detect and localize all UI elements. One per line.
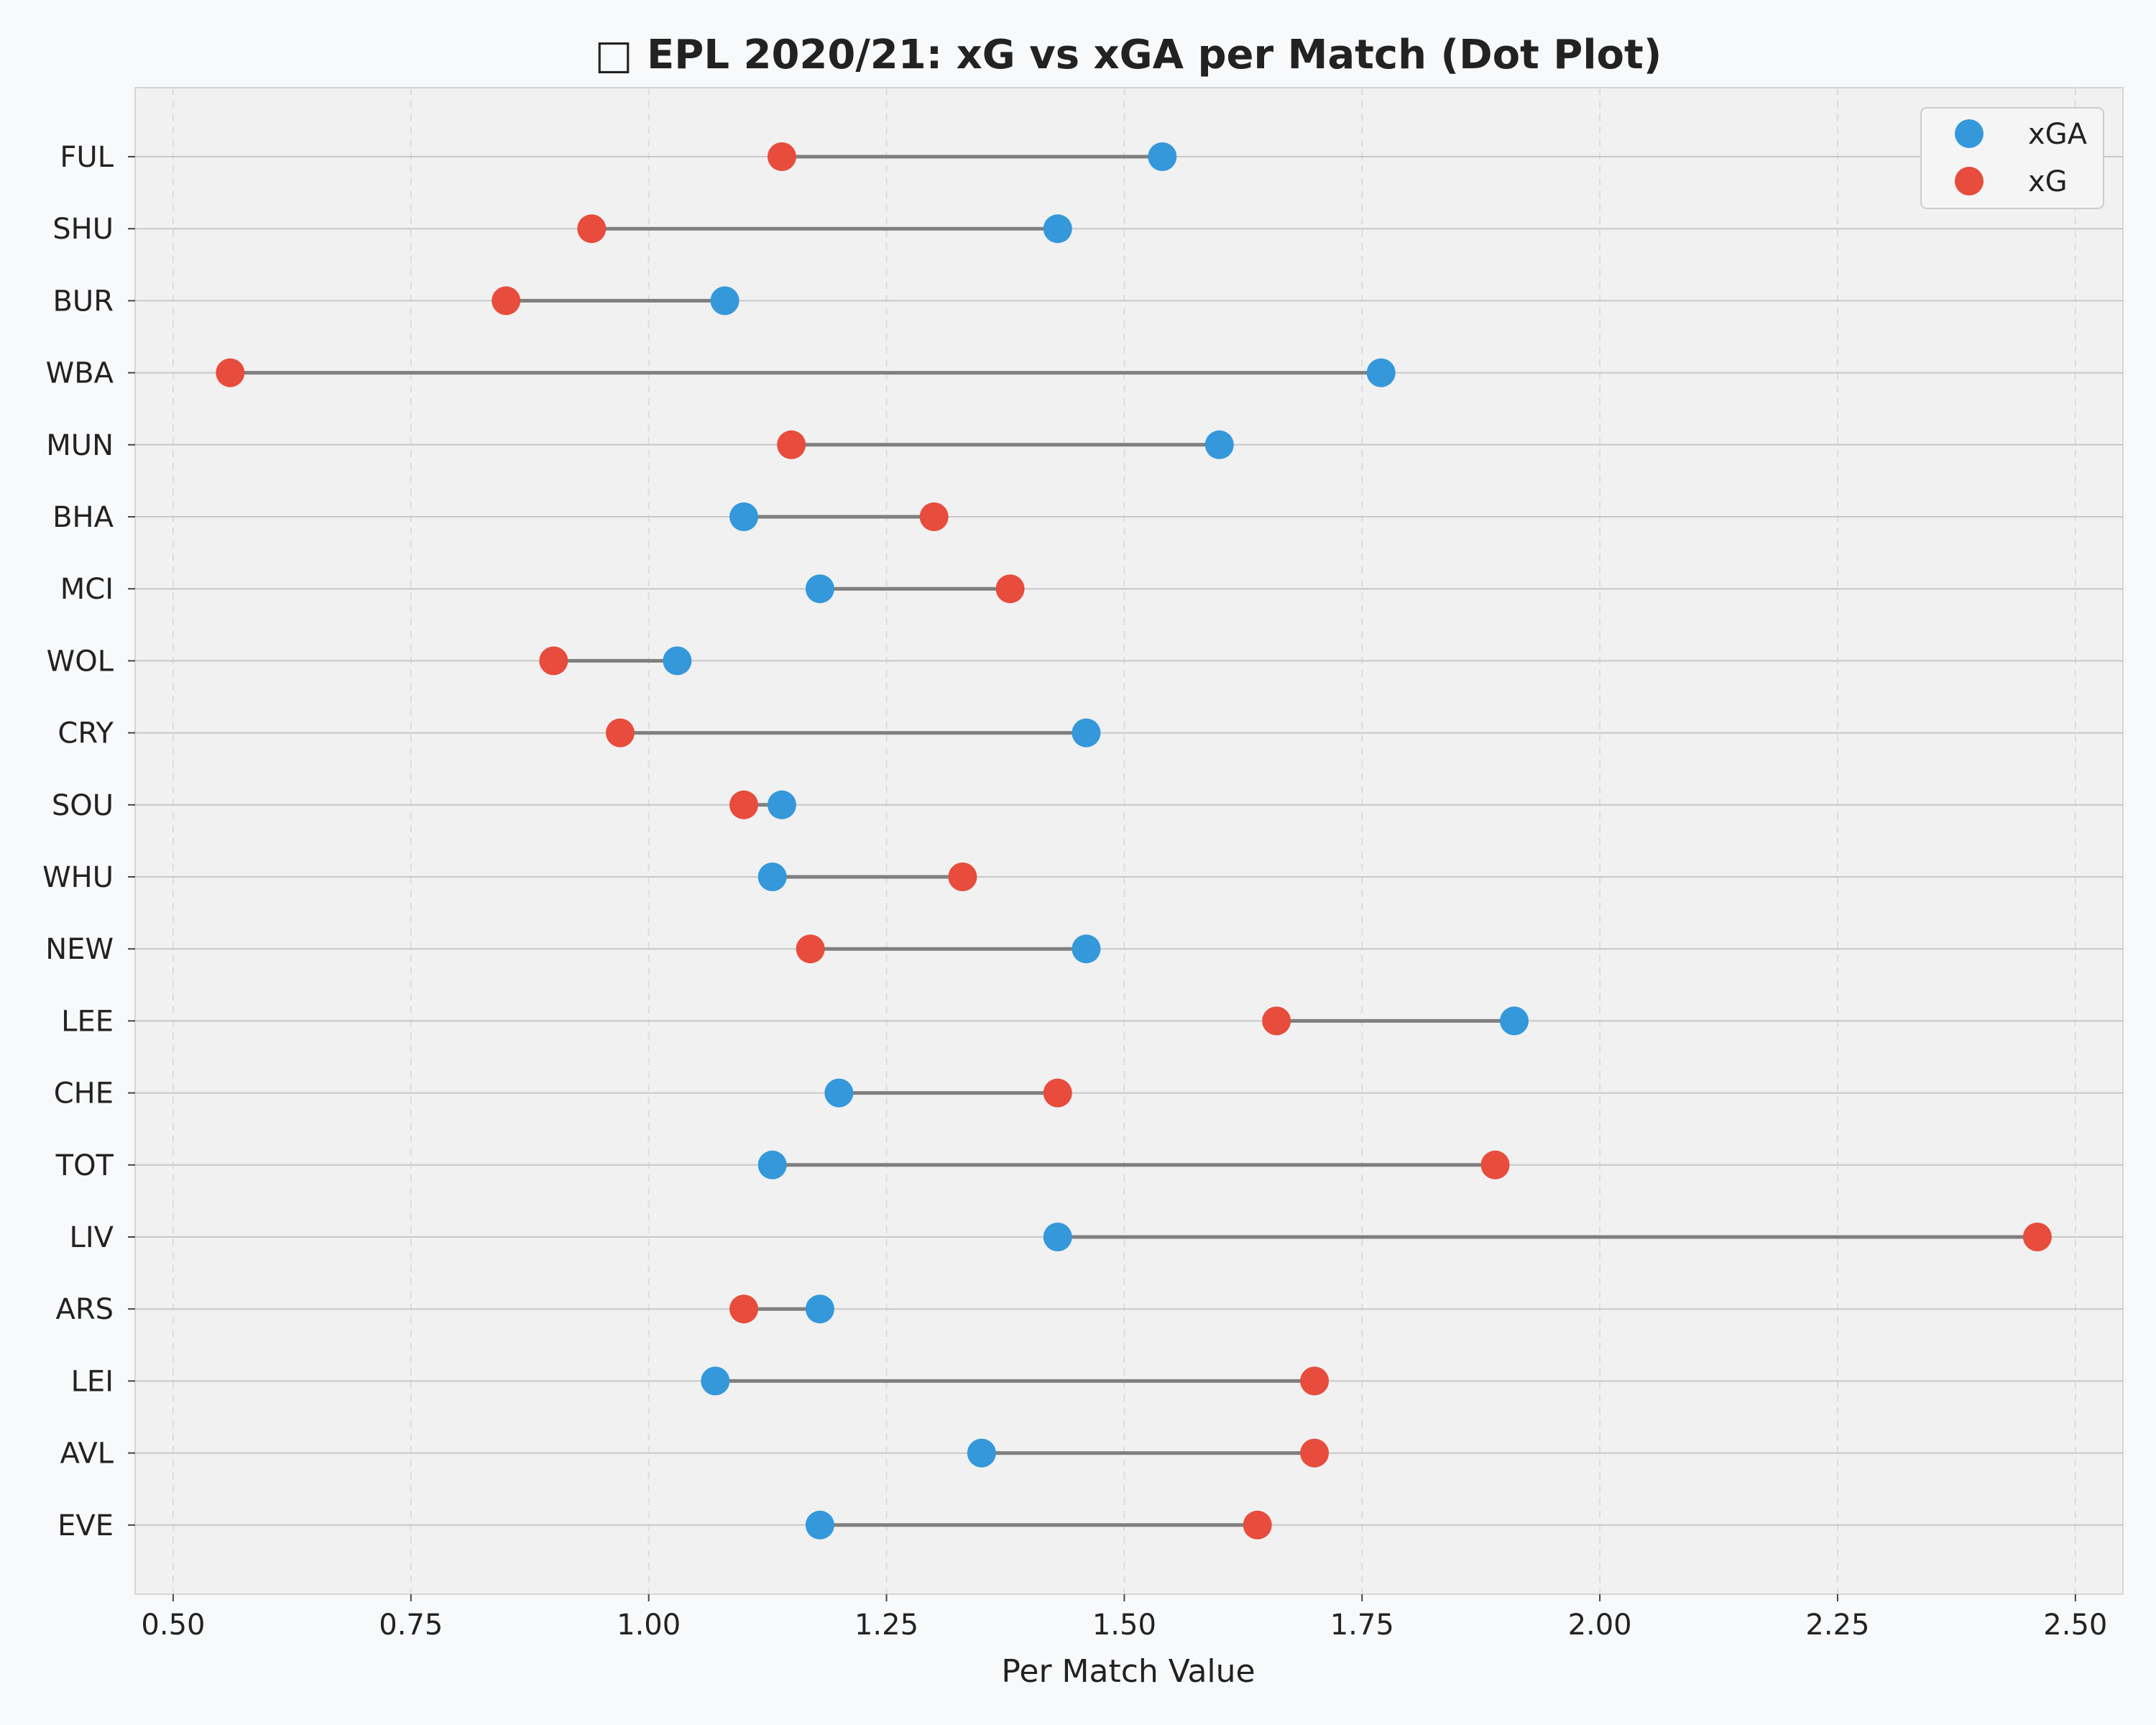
legend-marker-xg (1955, 167, 1984, 196)
y-tick-label: WHU (42, 861, 114, 894)
data-point-xga (757, 1150, 787, 1179)
data-point-xg (995, 574, 1025, 604)
data-point-xg (729, 1294, 759, 1324)
data-point-xga (967, 1438, 996, 1468)
data-point-xg (919, 502, 949, 531)
data-point-xga (1072, 934, 1101, 964)
y-tick-label: LIV (70, 1221, 114, 1254)
y-tick-label: SOU (52, 789, 114, 822)
x-tick-label: 2.25 (1805, 1609, 1869, 1642)
data-point-xg (948, 862, 977, 891)
y-tick-label: WBA (46, 357, 114, 390)
data-point-xga (824, 1078, 854, 1108)
data-point-xg (777, 430, 806, 459)
data-point-xg (605, 718, 635, 748)
y-tick-label: EVE (57, 1509, 114, 1542)
data-point-xga (805, 1294, 834, 1324)
x-axis-ticks: 0.50 0.75 1.00 1.25 1.50 1.75 2.00 2.25 2.50 (141, 1594, 2107, 1642)
data-point-xga (710, 286, 740, 316)
data-point-xg (1043, 1078, 1072, 1108)
data-point-xg (1243, 1510, 1272, 1540)
data-point-xg (1300, 1438, 1330, 1468)
legend-marker-xga (1955, 119, 1984, 148)
data-point-xga (805, 574, 834, 604)
data-points (216, 142, 2052, 1540)
data-point-xg (216, 358, 245, 387)
x-tick-label: 2.00 (1568, 1609, 1632, 1642)
data-point-xga (1366, 358, 1396, 387)
y-tick-label: TOT (55, 1149, 114, 1182)
data-point-xga (663, 646, 692, 676)
data-point-xg (729, 790, 759, 819)
legend: xGA xG (1920, 107, 2104, 209)
x-tick-label: 1.75 (1330, 1609, 1394, 1642)
chart-title: □ EPL 2020/21: xG vs xGA per Match (Dot … (595, 32, 1662, 78)
plot-area (134, 87, 2124, 1595)
y-tick-label: LEI (71, 1365, 114, 1398)
x-tick-label: 1.00 (617, 1609, 681, 1642)
x-tick-label: 2.50 (2043, 1609, 2107, 1642)
data-point-xg (577, 214, 607, 244)
data-point-xg (539, 646, 568, 676)
data-point-xg (2022, 1223, 2052, 1251)
y-tick-label: CHE (54, 1077, 114, 1110)
data-point-xga (1499, 1006, 1529, 1036)
data-point-xga (1148, 142, 1177, 171)
data-point-xga (1043, 1223, 1072, 1251)
legend-label-xg: xG (2028, 165, 2068, 198)
y-tick-label: FUL (60, 141, 114, 174)
legend-label-xga: xGA (2028, 118, 2088, 151)
y-tick-label: BUR (52, 285, 114, 318)
data-point-xga (767, 790, 796, 819)
x-tick-label: 0.50 (141, 1609, 205, 1642)
y-tick-label: MUN (46, 429, 114, 462)
x-tick-label: 0.75 (379, 1609, 443, 1642)
data-point-xga (1043, 214, 1072, 244)
x-tick-label: 1.25 (854, 1609, 918, 1642)
data-point-xga (729, 502, 759, 531)
y-tick-label: ARS (55, 1293, 114, 1326)
data-point-xga (757, 862, 787, 891)
y-tick-label: MCI (60, 573, 114, 606)
y-tick-label: LEE (61, 1005, 114, 1038)
data-point-xga (1072, 718, 1101, 748)
data-point-xg (1262, 1006, 1291, 1036)
data-point-xg (492, 286, 521, 316)
data-point-xg (1300, 1366, 1330, 1396)
x-tick-label: 1.50 (1092, 1609, 1156, 1642)
data-point-xga (1204, 430, 1234, 459)
y-tick-label: BHA (52, 501, 114, 534)
data-point-xg (796, 934, 825, 964)
y-tick-label: CRY (57, 717, 114, 750)
data-point-xg (767, 142, 796, 171)
y-tick-label: WOL (47, 645, 114, 678)
y-axis-ticks: FUL SHU BUR WBA MUN BHA MCI WOL CRY SOU WHU NEW LEE C… (42, 141, 135, 1542)
data-point-xg (1480, 1150, 1510, 1179)
x-axis-label: Per Match Value (1001, 1653, 1255, 1690)
y-tick-label: SHU (52, 213, 114, 246)
data-point-xga (805, 1510, 834, 1540)
y-tick-label: NEW (45, 933, 114, 966)
y-tick-label: AVL (60, 1438, 114, 1471)
data-point-xga (701, 1366, 730, 1396)
